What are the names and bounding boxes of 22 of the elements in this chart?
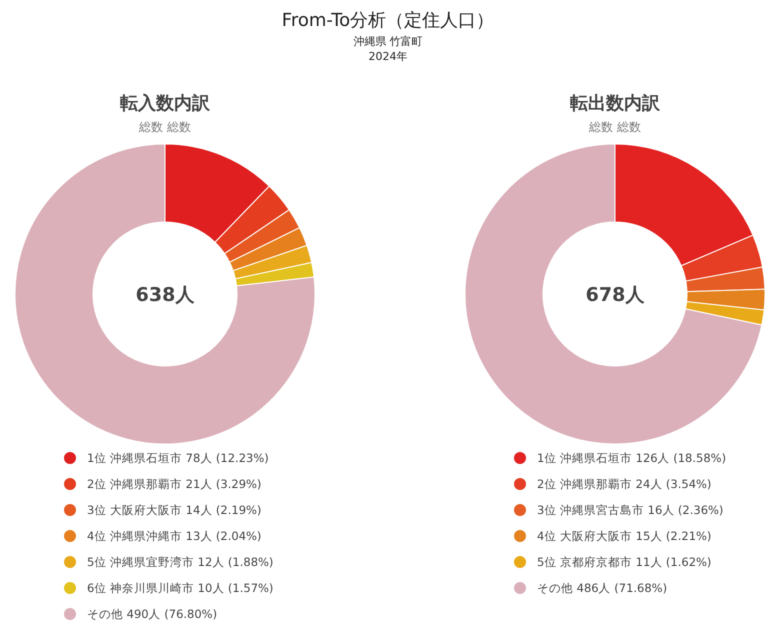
subtitle: 沖縄県 竹富町 <box>353 35 423 48</box>
legend-item: 4位 沖縄県沖縄市 13人 (2.04%) <box>87 529 262 543</box>
center-label: 638人 <box>136 284 194 306</box>
legend-item: 1位 沖縄県石垣市 78人 (12.23%) <box>87 451 269 465</box>
legend-item: 2位 沖縄県那覇市 21人 (3.29%) <box>87 477 262 491</box>
title: 転出数内訳 <box>570 93 660 114</box>
legend-item: 3位 大阪府大阪市 14人 (2.19%) <box>87 503 262 517</box>
title: From-To分析（定住人口） <box>282 10 494 31</box>
center-label: 678人 <box>586 284 644 306</box>
title: 転入数内訳 <box>120 93 210 114</box>
subtitle: 総数 総数 <box>139 120 191 134</box>
legend-item: その他 490人 (76.80%) <box>87 607 218 621</box>
annotation: 2024年 <box>368 50 408 63</box>
legend-item: 1位 沖縄県石垣市 126人 (18.58%) <box>537 451 726 465</box>
legend-item: 2位 沖縄県那覇市 24人 (3.54%) <box>537 477 712 491</box>
legend-item: その他 486人 (71.68%) <box>537 581 668 595</box>
legend-item: 4位 大阪府大阪市 15人 (2.21%) <box>537 529 712 543</box>
legend-item: 5位 京都府京都市 11人 (1.62%) <box>537 555 712 569</box>
subtitle: 総数 総数 <box>589 120 641 134</box>
legend-item: 6位 神奈川県川崎市 10人 (1.57%) <box>87 581 274 595</box>
legend-item: 3位 沖縄県宮古島市 16人 (2.36%) <box>537 503 724 517</box>
legend-item: 5位 沖縄県宜野湾市 12人 (1.88%) <box>87 555 274 569</box>
